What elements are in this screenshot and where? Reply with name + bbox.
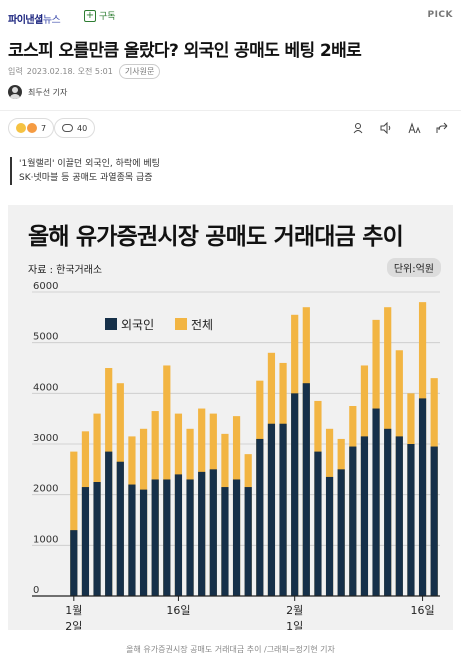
bar-foreign	[337, 469, 345, 596]
image-caption: 올해 유가증권시장 공매도 거래대금 추이 /그래픽=정기현 기자	[126, 645, 335, 654]
share-icon[interactable]	[435, 121, 449, 135]
bar-foreign	[151, 479, 159, 596]
bar-foreign	[314, 451, 322, 596]
bar-total	[70, 451, 78, 596]
article-headline: 코스피 오를만큼 올랐다? 외국인 공매도 베팅 2배로	[8, 41, 362, 61]
bar-foreign	[209, 469, 217, 596]
bar-foreign	[418, 398, 427, 596]
comment-icon	[62, 124, 73, 132]
bar-foreign	[93, 482, 101, 596]
bar-foreign	[325, 476, 334, 596]
legend-swatch-foreign	[105, 318, 117, 330]
article-meta: 입력 2023.02.18. 오전 5:01 기사원문	[8, 64, 161, 79]
font-size-icon[interactable]	[407, 121, 421, 135]
bar-foreign	[349, 446, 357, 596]
speaker-icon[interactable]	[379, 121, 393, 135]
divider	[0, 110, 461, 111]
comment-button[interactable]: 40	[54, 118, 96, 138]
y-tick-label: 4000	[33, 382, 58, 393]
x-tick-label: 2일	[65, 619, 82, 630]
bar-foreign	[116, 461, 124, 596]
comment-count: 40	[77, 123, 88, 133]
bar-foreign	[232, 479, 241, 596]
bar-foreign	[139, 489, 148, 596]
bar-foreign	[198, 471, 206, 596]
timestamp: 2023.02.18. 오전 5:01	[26, 67, 113, 76]
logo-sub: 뉴스	[42, 15, 61, 26]
bar-foreign	[360, 436, 369, 596]
short-selling-chart: 올해 유가증권시장 공매도 거래대금 추이 자료 : 한국거래소 단위:억원 6…	[8, 205, 453, 630]
y-tick-label: 1000	[33, 534, 58, 545]
bar-foreign	[256, 438, 264, 596]
bar-foreign	[267, 423, 276, 596]
bar-foreign	[244, 487, 252, 596]
x-tick-label: 2월	[286, 604, 303, 617]
x-tick-label: 1월	[65, 604, 82, 617]
reaction-count: 7	[41, 123, 47, 133]
y-tick-label: 3000	[33, 433, 58, 444]
legend-label-total: 전체	[191, 318, 213, 332]
reaction-emoji-icon	[27, 123, 37, 133]
bar-foreign	[81, 487, 90, 596]
bar-foreign	[174, 474, 183, 596]
bar-foreign	[279, 423, 287, 596]
reporter-byline[interactable]: 최두선 기자	[8, 85, 67, 99]
press-logo[interactable]: 파이낸셜뉴스	[8, 11, 61, 26]
bar-foreign	[395, 436, 403, 596]
bar-foreign	[430, 446, 438, 596]
subscribe-label: 구독	[99, 12, 116, 22]
bar-foreign	[221, 487, 229, 596]
y-tick-label: 2000	[33, 484, 58, 495]
bar-foreign	[302, 383, 310, 596]
top-bar: 파이낸셜뉴스 + 구독 PICK	[0, 0, 461, 30]
y-tick-label: 5000	[33, 332, 58, 343]
bar-foreign	[105, 451, 113, 596]
subscribe-plus-icon: +	[84, 9, 96, 22]
legend-label-foreign: 외국인	[121, 318, 154, 332]
bar-foreign	[372, 408, 380, 596]
bar-foreign	[186, 479, 194, 596]
chart-unit: 단위:억원	[386, 258, 441, 277]
pick-badge[interactable]: PICK	[427, 10, 453, 20]
x-tick-label: 1일	[286, 619, 303, 630]
avatar-icon	[8, 85, 22, 99]
y-tick-label: 0	[33, 585, 39, 596]
x-tick-label: 16일	[411, 603, 435, 617]
bar-foreign	[291, 393, 299, 596]
y-tick-label: 6000	[33, 281, 58, 292]
logo-main: 파이낸셜	[8, 15, 43, 26]
reaction-button[interactable]: 7	[8, 118, 55, 138]
subscribe-button[interactable]: + 구독	[84, 9, 116, 22]
article-tools	[337, 121, 449, 135]
chart-source: 자료 : 한국거래소	[28, 265, 103, 276]
input-label: 입력	[8, 67, 23, 76]
chart-plot: 6000 5000 4000 3000 2000 1000 0 1월 2일 16일 2월 1일 16일 외…	[32, 281, 440, 630]
summary-line: '1월랠리' 이끌던 외국인, 하락에 베팅	[19, 159, 160, 169]
x-tick-label: 16일	[166, 603, 190, 617]
reporter-name: 최두선 기자	[28, 87, 68, 97]
article-summary: '1월랠리' 이끌던 외국인, 하락에 베팅 SK·넷마블 등 공매도 과열종목…	[10, 157, 160, 185]
bar-foreign	[128, 484, 136, 596]
summary-line: SK·넷마블 등 공매도 과열종목 급증	[19, 173, 153, 183]
bar-foreign	[163, 479, 171, 596]
chart-title: 올해 유가증권시장 공매도 거래대금 추이	[28, 224, 404, 250]
reaction-emoji-icon	[16, 123, 26, 133]
bar-foreign	[407, 444, 415, 596]
audio-icon[interactable]	[351, 121, 365, 135]
bar-foreign	[384, 428, 392, 596]
origin-article-button[interactable]: 기사원문	[118, 64, 161, 79]
bar-foreign	[70, 530, 78, 596]
legend-swatch-total	[175, 318, 187, 330]
